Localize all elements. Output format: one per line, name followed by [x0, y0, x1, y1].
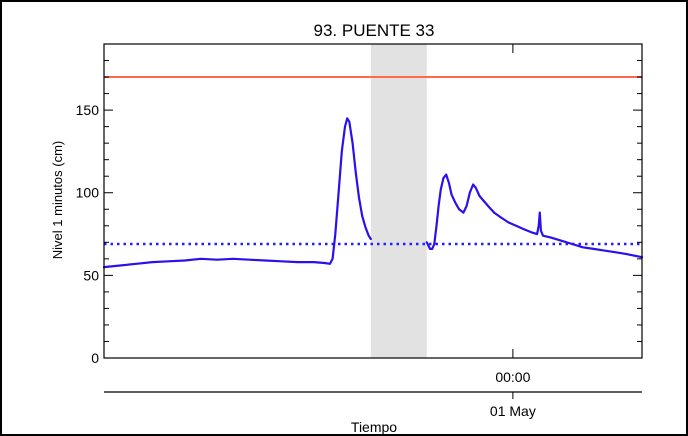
series-line-segment-2 [425, 173, 644, 259]
y-tick-label: 50 [83, 267, 99, 283]
y-tick-label: 150 [76, 102, 100, 118]
data-gap-band [370, 44, 427, 358]
plot-area: 0 50 100 150 00:00 01 May [76, 43, 644, 419]
plot-border [103, 43, 643, 359]
series-line-segment-1 [102, 117, 372, 269]
y-tick-label: 100 [76, 185, 100, 201]
x-tick-time-label: 00:00 [495, 369, 530, 385]
date-axis-label: 01 May [490, 403, 536, 419]
x-axis-label: Tiempo [351, 419, 397, 435]
y-axis-label: Nivel 1 minutos (cm) [50, 141, 65, 259]
chart-title: 93. PUENTE 33 [314, 21, 435, 40]
y-tick-label: 0 [91, 350, 99, 366]
